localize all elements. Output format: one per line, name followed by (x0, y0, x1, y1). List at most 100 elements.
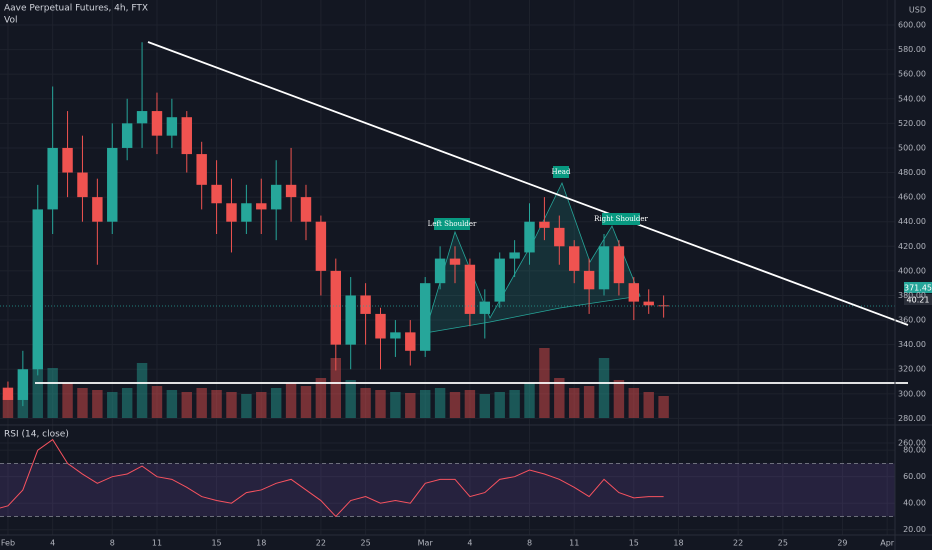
candle-body (151, 111, 163, 136)
y-tick-label: 380.00 (898, 291, 926, 300)
currency-label: USD (909, 6, 926, 15)
x-tick-label: 11 (569, 539, 579, 548)
candle-body (330, 270, 342, 345)
rsi-line (0, 438, 664, 518)
y-tick-label: 280.00 (898, 414, 926, 423)
volume-bar (166, 390, 178, 418)
candle-body (479, 301, 491, 314)
pattern-label-box (553, 166, 569, 178)
candle-body (166, 117, 178, 136)
candle-body (196, 154, 207, 185)
y-tick-label: 40.00 (903, 499, 926, 508)
volume-bar (658, 396, 669, 418)
volume-bar (47, 368, 58, 418)
y-tick-label: 60.00 (903, 472, 926, 481)
candle-body (241, 203, 252, 222)
x-tick-label: 15 (629, 539, 639, 548)
y-tick-label: 320.00 (898, 365, 926, 374)
volume-bar (345, 380, 356, 418)
x-tick-label: 11 (152, 539, 162, 548)
volume-bar (405, 393, 416, 418)
x-tick-label: 18 (256, 539, 266, 548)
volume-bar (375, 390, 386, 418)
volume-bar (196, 388, 207, 418)
volume-bar (583, 386, 595, 418)
candle-body (107, 147, 118, 222)
candle-body (419, 283, 431, 351)
y-tick-label: 340.00 (898, 340, 926, 349)
candle-body (285, 184, 297, 198)
x-tick-label: Mar (418, 539, 434, 548)
pattern-label: Right Shoulder (594, 215, 648, 223)
y-tick-label: 540.00 (898, 94, 926, 103)
candle-body (211, 184, 222, 204)
y-tick-label: 400.00 (898, 266, 926, 275)
last-price-box (904, 282, 932, 293)
x-tick-label: 29 (837, 539, 847, 548)
y-tick-label: 460.00 (898, 193, 926, 202)
pattern-label-box (434, 218, 470, 230)
pattern-label-box (602, 213, 640, 225)
volume-bar (285, 383, 297, 418)
candle-body (390, 332, 401, 339)
x-tick-label: 22 (733, 539, 743, 548)
volume-bar (479, 394, 491, 418)
x-tick-label: 18 (673, 539, 683, 548)
volume-bar (181, 392, 192, 418)
countdown-label: 40.21 (907, 296, 930, 305)
volume-bar (494, 392, 505, 418)
volume-bar (226, 392, 237, 418)
y-tick-label: 500.00 (898, 143, 926, 152)
y-tick-label: 520.00 (898, 119, 926, 128)
volume-bar (151, 386, 163, 418)
candle-body (181, 117, 192, 155)
candle-body (136, 111, 148, 124)
candle-body (464, 264, 476, 314)
volume-bar (77, 388, 88, 418)
candle-body (628, 283, 640, 302)
y-tick-label: 300.00 (898, 389, 926, 398)
volume-bar (315, 378, 327, 418)
countdown-box (904, 294, 932, 305)
rsi-band (0, 463, 895, 517)
candle-body (92, 197, 103, 222)
x-tick-label: 8 (110, 539, 115, 548)
y-tick-label: 480.00 (898, 168, 926, 177)
x-tick-label: 25 (778, 539, 788, 548)
x-tick-label: 4 (50, 539, 55, 548)
volume-bar (613, 380, 625, 418)
candle-body (583, 270, 595, 290)
candle-body (643, 301, 654, 306)
candle-body (360, 295, 371, 314)
volume-bar (121, 388, 133, 418)
x-tick-label: Feb (1, 539, 15, 548)
candle-body (539, 221, 550, 228)
x-tick-label: Apr (880, 539, 895, 548)
volume-bar (390, 392, 401, 418)
chart-title: Aave Perpetual Futures, 4h, FTX (4, 4, 148, 14)
volume-bar (330, 358, 342, 418)
volume-bar (270, 388, 282, 418)
volume-bar (241, 394, 252, 418)
y-tick-label: 80.00 (903, 446, 926, 455)
volume-label: Vol (4, 16, 17, 26)
volume-bar (62, 383, 73, 418)
volume-bar (300, 386, 312, 418)
x-tick-label: 4 (467, 539, 472, 548)
candle-body (613, 246, 625, 284)
volume-bar (136, 363, 148, 418)
candle-body (434, 258, 446, 284)
volume-bar (419, 390, 431, 418)
candle-body (449, 258, 461, 265)
candle-body (300, 197, 312, 222)
candle-body (524, 221, 535, 253)
candle-body (494, 258, 505, 302)
candle-body (315, 221, 327, 271)
candle-body (256, 203, 267, 210)
candle-body (345, 295, 356, 345)
y-tick-label: 420.00 (898, 242, 926, 251)
volume-bar (360, 388, 371, 418)
volume-bar (2, 396, 14, 418)
volume-bar (598, 358, 610, 418)
y-tick-label: 560.00 (898, 70, 926, 79)
